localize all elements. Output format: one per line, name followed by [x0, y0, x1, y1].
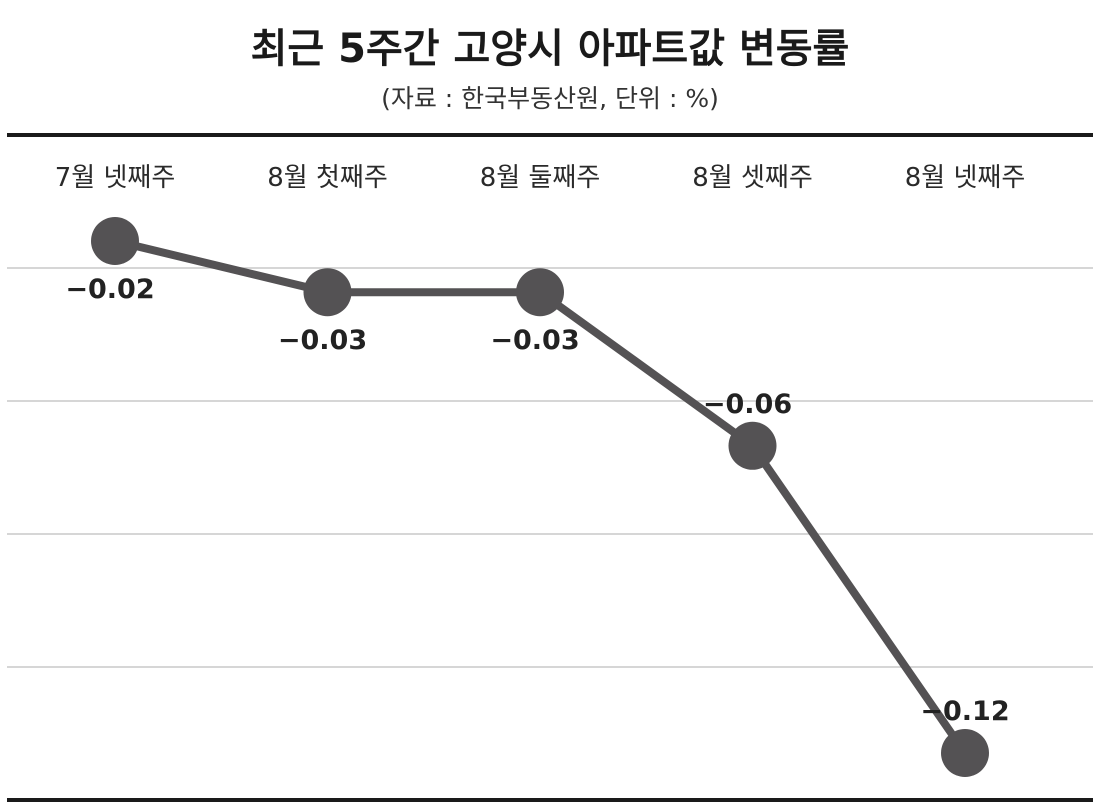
data-label: −0.12 [920, 696, 1009, 727]
data-point [516, 268, 564, 317]
data-labels: −0.02 −0.03 −0.03 −0.06 −0.12 [65, 274, 1009, 727]
data-point [941, 729, 989, 777]
gridlines [7, 267, 1093, 668]
data-point [91, 217, 139, 265]
x-axis-ticks: 7월 넷째주 8월 첫째주 8월 둘째주 8월 셋째주 8월 넷째주 [55, 163, 1026, 193]
data-point [303, 268, 352, 317]
x-tick-label: 8월 둘째주 [480, 163, 601, 193]
x-tick-label: 7월 넷째주 [55, 163, 176, 193]
data-label: −0.06 [703, 389, 792, 420]
data-point [728, 421, 777, 470]
series-line [111, 237, 969, 757]
data-label: −0.03 [490, 325, 579, 356]
x-tick-label: 8월 셋째주 [692, 163, 813, 193]
data-points [91, 217, 989, 777]
series-polyline [111, 237, 969, 757]
chart-title: 최근 5주간 고양시 아파트값 변동률 [251, 26, 850, 72]
data-label: −0.02 [65, 274, 154, 305]
data-label: −0.03 [278, 325, 367, 356]
x-tick-label: 8월 첫째주 [267, 163, 388, 193]
chart-subtitle: (자료 : 한국부동산원, 단위 : %) [381, 84, 719, 113]
x-tick-label: 8월 넷째주 [905, 163, 1026, 193]
